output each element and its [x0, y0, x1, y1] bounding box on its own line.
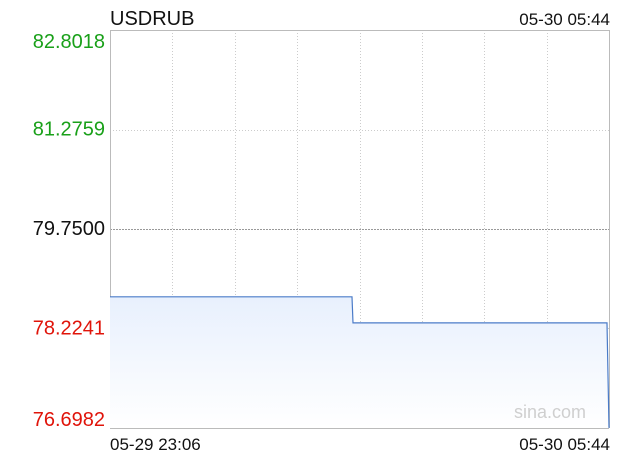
price-area	[110, 296, 609, 428]
y-tick-label: 79.7500	[33, 218, 105, 240]
symbol-title: USDRUB	[110, 8, 194, 30]
y-axis-labels: 82.8018 81.2759 79.7500 78.2241 76.6982	[33, 31, 105, 431]
watermark: sina.com	[514, 402, 586, 422]
x-end-label: 05-30 05:44	[519, 435, 610, 454]
x-start-label: 05-29 23:06	[110, 435, 201, 454]
y-tick-label: 81.2759	[33, 119, 105, 141]
y-tick-label: 78.2241	[33, 318, 105, 340]
y-tick-label: 82.8018	[33, 31, 105, 53]
datetime-label: 05-30 05:44	[519, 10, 610, 29]
y-tick-label: 76.6982	[33, 409, 105, 431]
price-line	[110, 296, 610, 428]
